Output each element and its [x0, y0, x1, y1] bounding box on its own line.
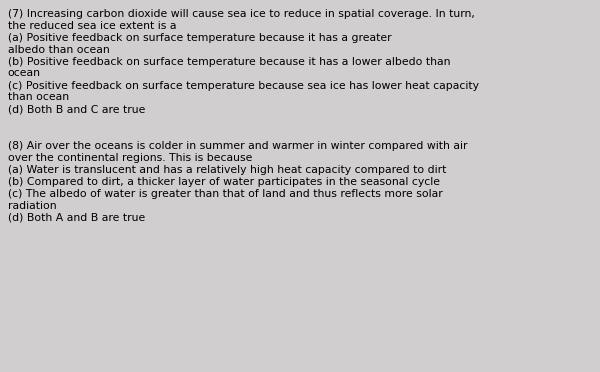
Text: than ocean: than ocean	[8, 92, 69, 102]
Text: (8) Air over the oceans is colder in summer and warmer in winter compared with a: (8) Air over the oceans is colder in sum…	[8, 141, 467, 151]
Text: (a) Water is translucent and has a relatively high heat capacity compared to dir: (a) Water is translucent and has a relat…	[8, 165, 446, 175]
Text: (d) Both A and B are true: (d) Both A and B are true	[8, 213, 145, 223]
Text: radiation: radiation	[8, 201, 56, 211]
Text: (c) The albedo of water is greater than that of land and thus reflects more sola: (c) The albedo of water is greater than …	[8, 189, 443, 199]
Text: over the continental regions. This is because: over the continental regions. This is be…	[8, 153, 252, 163]
Text: (7) Increasing carbon dioxide will cause sea ice to reduce in spatial coverage. : (7) Increasing carbon dioxide will cause…	[8, 9, 475, 19]
Text: (b) Positive feedback on surface temperature because it has a lower albedo than: (b) Positive feedback on surface tempera…	[8, 57, 450, 67]
Text: ocean: ocean	[8, 68, 41, 78]
Text: (d) Both B and C are true: (d) Both B and C are true	[8, 105, 145, 115]
Text: (c) Positive feedback on surface temperature because sea ice has lower heat capa: (c) Positive feedback on surface tempera…	[8, 81, 479, 91]
Text: (b) Compared to dirt, a thicker layer of water participates in the seasonal cycl: (b) Compared to dirt, a thicker layer of…	[8, 177, 440, 187]
Text: (a) Positive feedback on surface temperature because it has a greater: (a) Positive feedback on surface tempera…	[8, 33, 391, 43]
Text: albedo than ocean: albedo than ocean	[8, 45, 110, 55]
Text: the reduced sea ice extent is a: the reduced sea ice extent is a	[8, 21, 176, 31]
